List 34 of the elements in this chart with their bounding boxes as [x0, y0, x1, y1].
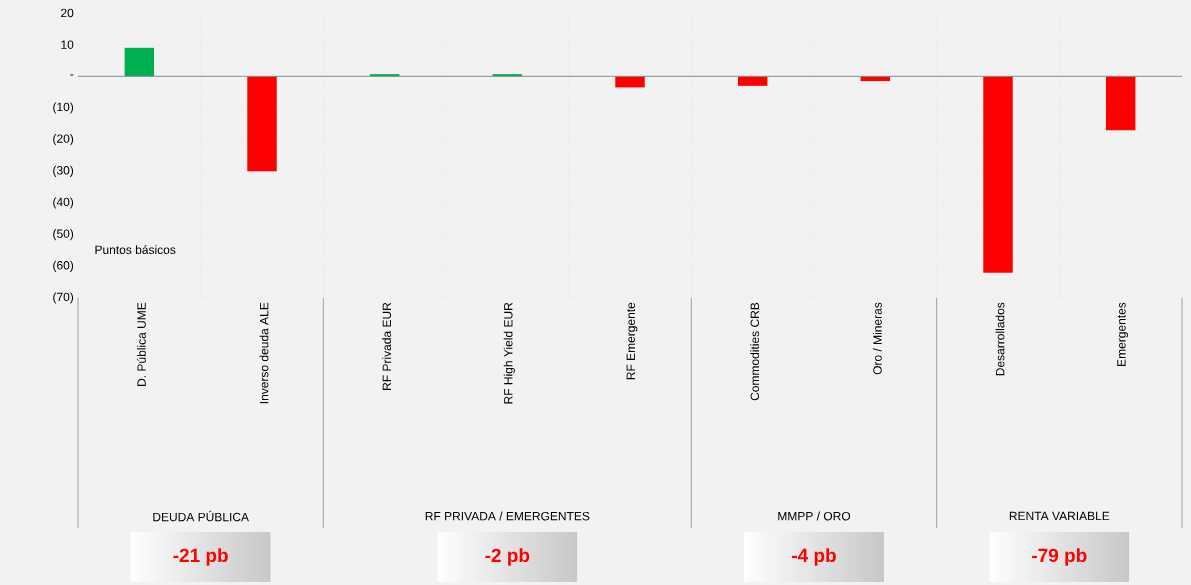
bar	[983, 76, 1013, 273]
text: -2 pb	[485, 548, 530, 566]
text: -21 pb	[173, 548, 228, 566]
y-tick-label: (40)	[53, 197, 74, 209]
y-tick-label: 20	[61, 8, 74, 18]
text: DEUDA PÚBLICA	[153, 510, 249, 522]
y-tick-label: (50)	[53, 229, 74, 241]
bar	[124, 47, 155, 77]
bar	[737, 76, 768, 86]
x-tick-label: RF Emergente	[626, 302, 638, 380]
text: -4 pb	[792, 548, 836, 566]
text: RF PRIVADA / EMERGENTES	[425, 511, 590, 521]
y-tick-label: 10	[61, 40, 74, 49]
bar	[247, 76, 277, 172]
annotation: Puntos básicos	[95, 245, 176, 255]
x-tick-label: Inverso deuda ALE	[259, 302, 269, 404]
x-tick-label: RF High Yield EUR	[503, 302, 515, 404]
y-tick-label: (70)	[53, 292, 74, 304]
x-tick-label: Oro / Mineras	[872, 302, 882, 375]
bar	[1105, 76, 1136, 131]
bar	[615, 76, 645, 88]
x-tick-label: D. Pública UME	[136, 302, 146, 386]
y-tick-label: (60)	[53, 260, 74, 272]
text: MMPP / ORO	[778, 511, 851, 521]
text: RENTA VARIABLE	[1009, 511, 1110, 521]
x-tick-label: RF Privada EUR	[382, 302, 392, 390]
x-tick-label: Desarrollados	[995, 302, 1005, 376]
y-tick-label: (10)	[53, 102, 74, 114]
y-tick-label: (30)	[53, 165, 74, 177]
y-tick-label: (20)	[53, 134, 74, 146]
x-tick-label: Emergentes	[1117, 302, 1129, 366]
text: -79 pb	[1032, 548, 1087, 566]
x-tick-label: Commodities CRB	[750, 302, 760, 401]
y-tick-label: -	[70, 74, 74, 76]
